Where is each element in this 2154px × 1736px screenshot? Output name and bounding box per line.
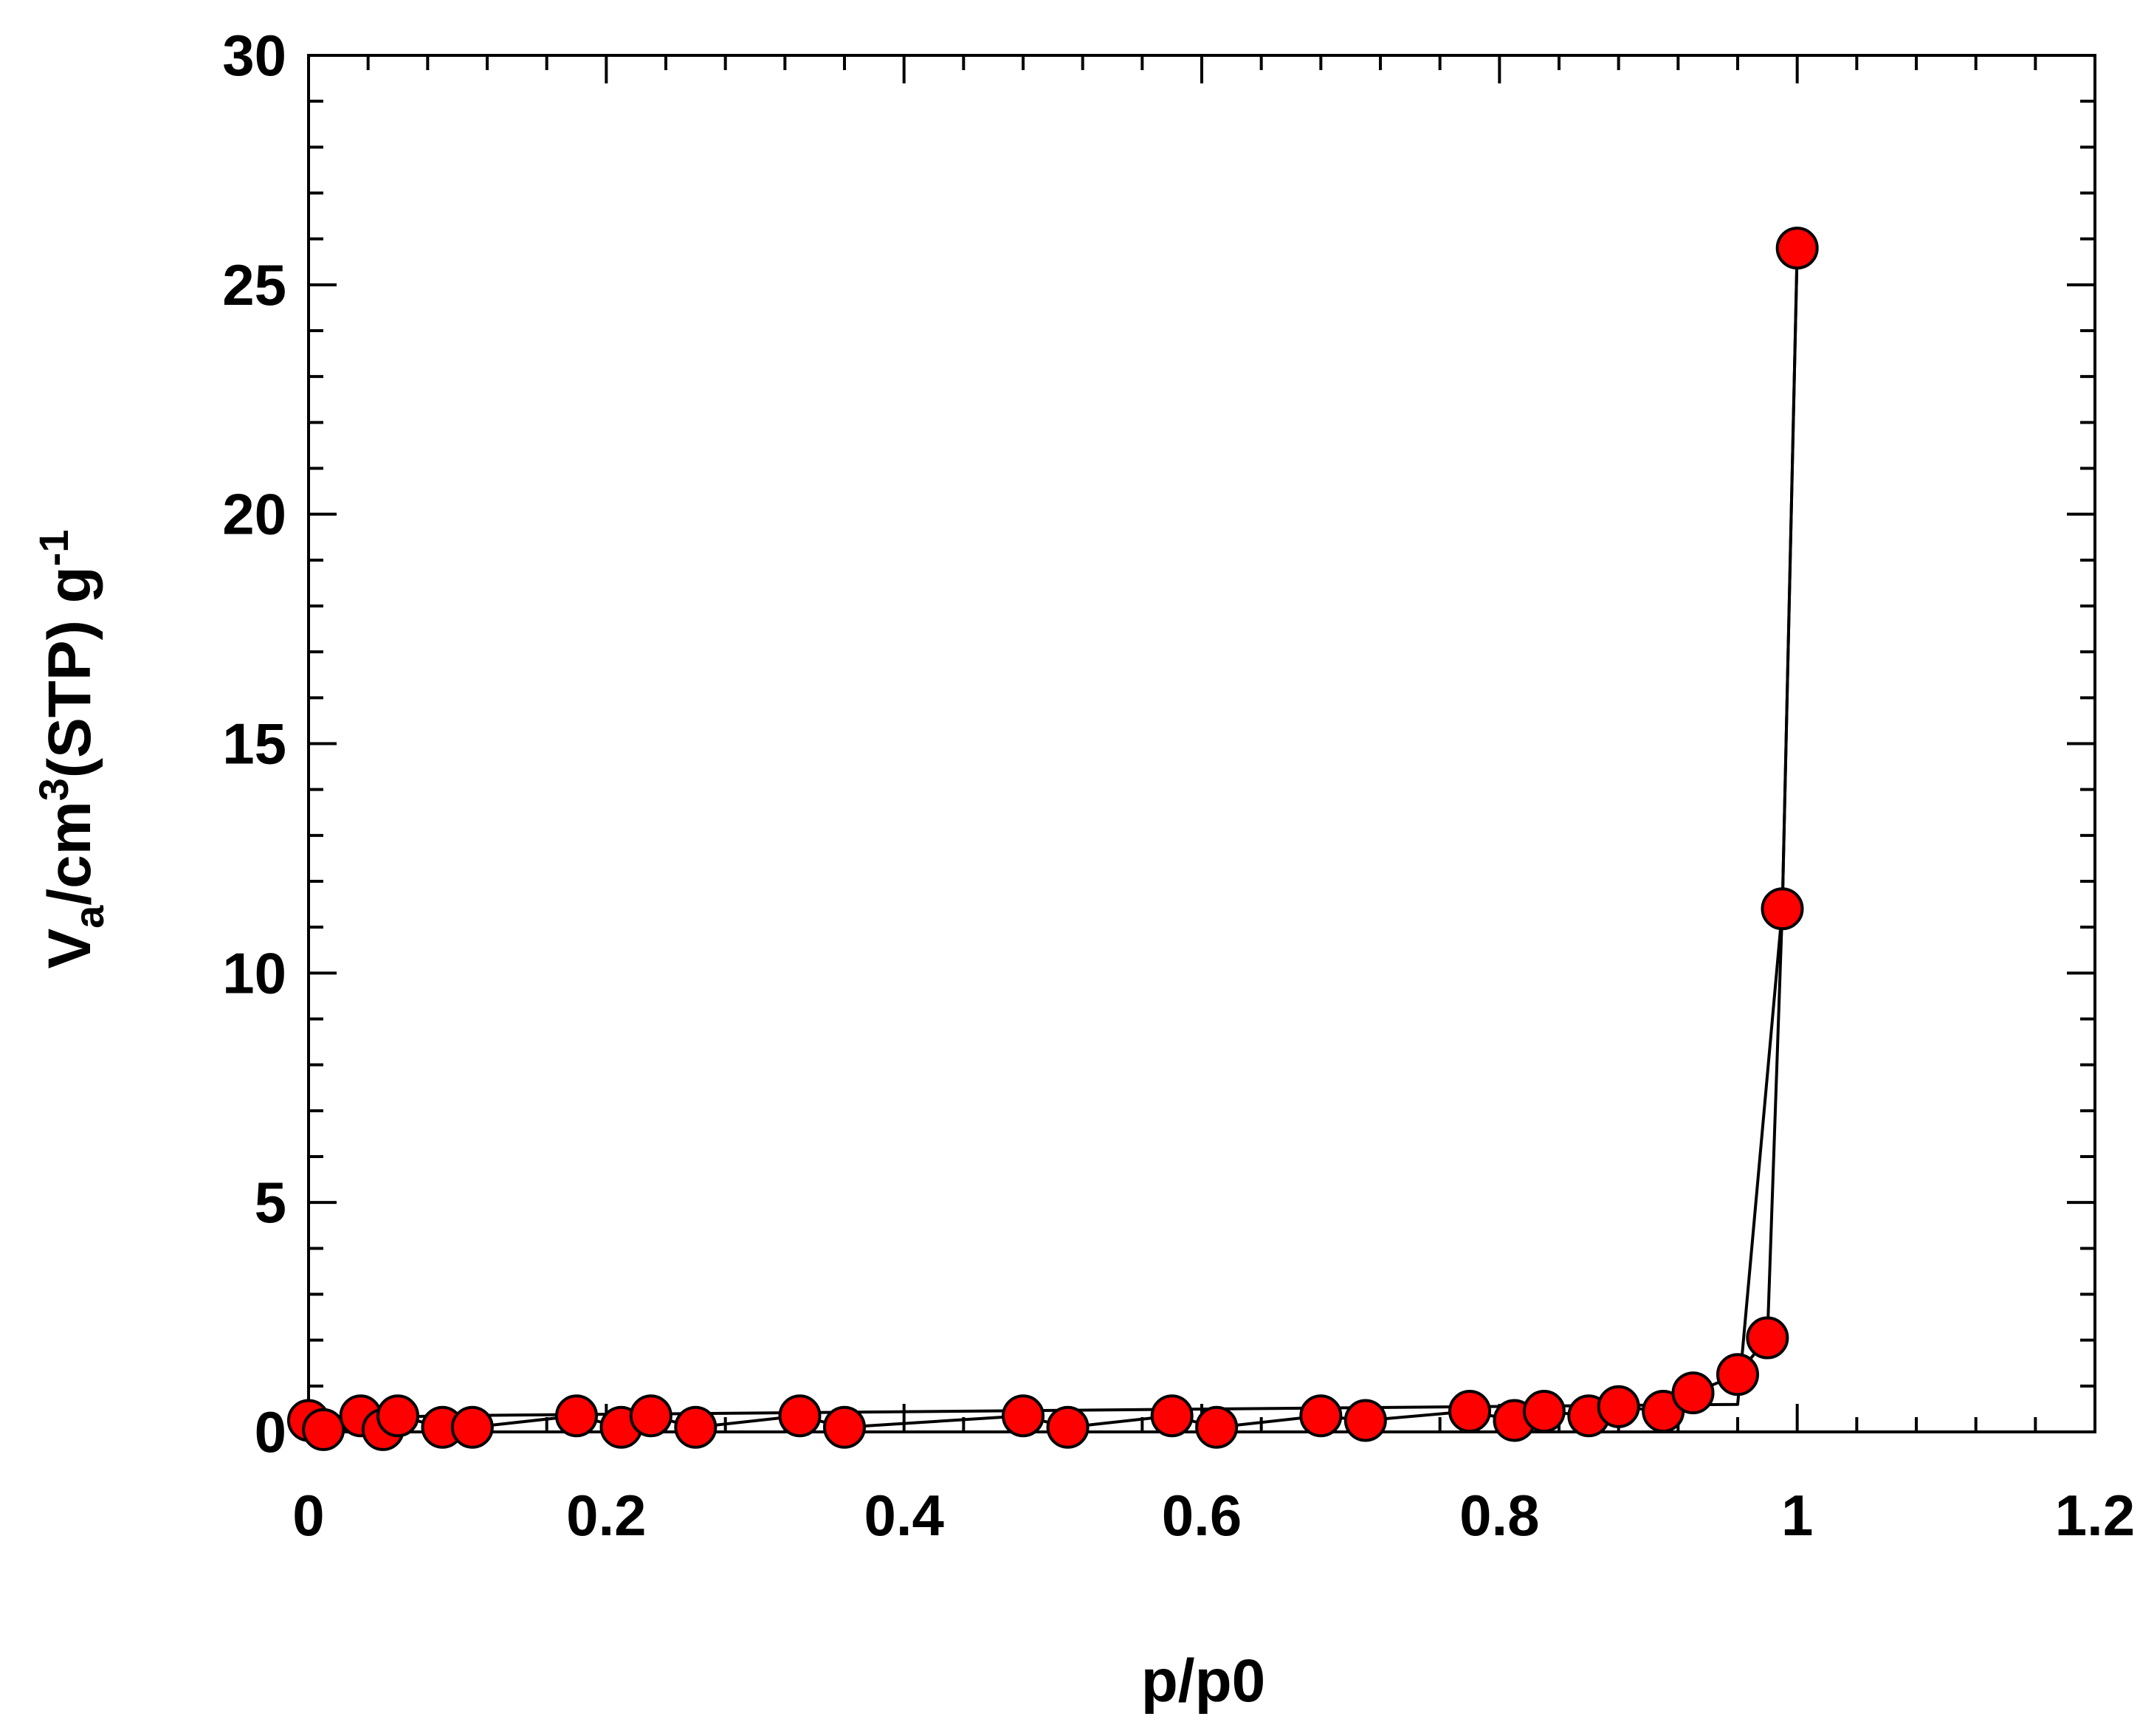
x-tick-label: 1.2 [2055, 1483, 2135, 1548]
data-point [1299, 1394, 1343, 1438]
data-point [1746, 1316, 1789, 1360]
data-point [629, 1394, 672, 1438]
data-point [674, 1405, 718, 1449]
y-tick-label: 15 [222, 712, 286, 776]
x-tick-label: 1 [1781, 1483, 1813, 1548]
x-tick-label: 0.8 [1459, 1483, 1539, 1548]
tick-labels: 0 0.2 0.4 0.6 0.8 1 1.2 0 5 10 15 20 25 30 [222, 23, 2135, 1548]
data-point [1671, 1371, 1715, 1415]
data-point [1343, 1399, 1387, 1442]
y-tick-label: 20 [222, 482, 286, 547]
data-point [1761, 887, 1804, 931]
series-line-2 [308, 248, 1799, 1422]
data-point [1775, 227, 1819, 270]
axis-ticks [307, 54, 2096, 1433]
data-point [1716, 1353, 1759, 1396]
data-point [376, 1394, 419, 1438]
plot-border [307, 54, 2096, 1433]
data-point [1522, 1390, 1566, 1433]
y-tick-label: 0 [255, 1399, 286, 1464]
y-tick-label: 5 [255, 1170, 286, 1235]
data-point [302, 1408, 345, 1451]
data-point [1046, 1405, 1090, 1449]
x-tick-label: 0 [292, 1483, 324, 1548]
x-axis-title: p/p0 [1141, 1647, 1266, 1715]
y-axis-title: Va/cm3(STP) g-1 [30, 529, 112, 968]
data-points [287, 227, 1819, 1451]
y-tick-label: 25 [222, 252, 286, 317]
data-point [1002, 1394, 1045, 1438]
data-point [778, 1394, 822, 1438]
data-point [555, 1394, 598, 1438]
data-point [823, 1405, 866, 1449]
series-line-1 [307, 248, 1799, 1431]
x-tick-label: 0.6 [1162, 1483, 1242, 1548]
plot-frame [307, 54, 2096, 1433]
series-lines [307, 248, 1799, 1431]
y-tick-label: 10 [222, 940, 286, 1005]
x-tick-label: 0.2 [566, 1483, 646, 1548]
data-point [1195, 1405, 1239, 1449]
data-point [450, 1405, 494, 1449]
data-point [1448, 1390, 1491, 1433]
data-point [1150, 1394, 1194, 1438]
data-point [1597, 1385, 1640, 1428]
y-tick-label: 30 [222, 23, 286, 88]
x-tick-label: 0.4 [864, 1483, 943, 1548]
